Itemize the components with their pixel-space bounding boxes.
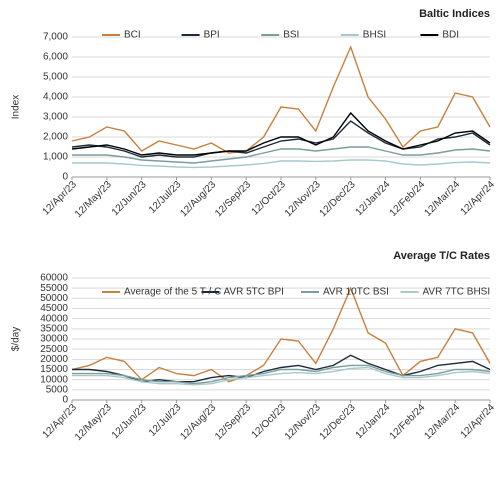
series-line [71, 120, 491, 158]
y-tick-label: 20000 [40, 354, 68, 365]
x-tick-label: 12/Nov/23 [283, 179, 323, 219]
legend-label: BCI [124, 30, 141, 41]
x-tick-label: 12/Mar/24 [423, 402, 463, 442]
series-line [72, 364, 491, 385]
y-tick-label: 25000 [40, 344, 68, 355]
legend-label: AVR 10TC BSI [323, 287, 389, 298]
x-tick-label: 12/Feb/24 [388, 402, 428, 442]
legend-label: BDI [442, 30, 459, 41]
y-tick-label: 5000 [46, 384, 69, 395]
x-tick-label: 12/Jun/23 [110, 179, 149, 218]
x-tick-label: 12/Mar/24 [423, 179, 463, 219]
legend-label: BSI [283, 30, 299, 41]
x-tick-label: 12/Nov/23 [283, 402, 323, 442]
y-tick-label: 30000 [40, 334, 68, 345]
y-tick-label: 1,000 [43, 152, 68, 163]
chart-title: Baltic Indices [419, 8, 490, 20]
x-tick-label: 12/Jun/23 [110, 402, 149, 441]
series-line [72, 146, 491, 164]
x-tick-label: 12/Apr/24 [459, 402, 498, 441]
y-tick-label: 2,000 [43, 132, 68, 143]
x-tick-label: 12/Dec/23 [318, 402, 358, 442]
y-tick-label: 7,000 [43, 32, 68, 43]
legend-label: BPI [204, 30, 220, 41]
x-tick-label: 12/Sep/23 [213, 179, 253, 219]
y-tick-label: 15000 [40, 364, 68, 375]
series-line [71, 45, 491, 154]
y-tick-label: 45000 [40, 303, 68, 314]
x-tick-label: 12/Aug/23 [178, 179, 218, 219]
series-line [72, 366, 491, 386]
x-tick-label: 12/Sep/23 [213, 402, 253, 442]
x-tick-label: 12/Dec/23 [318, 179, 358, 219]
legend-label: BHSI [363, 30, 386, 41]
y-tick-label: 0 [62, 172, 68, 183]
legend-label: AVR 7TC BHSI [423, 287, 491, 298]
series-line [72, 159, 491, 169]
y-tick-label: 10000 [40, 374, 68, 385]
x-tick-label: 12/Jan/24 [354, 402, 393, 441]
y-tick-label: 4,000 [43, 92, 68, 103]
legend-label: Average of the 5 T / C [124, 287, 221, 298]
x-tick-label: 12/Jan/24 [354, 179, 393, 218]
x-tick-label: 12/Feb/24 [388, 179, 428, 219]
chart-title: Average T/C Rates [393, 250, 490, 262]
y-tick-label: 6,000 [43, 52, 68, 63]
y-tick-label: 5,000 [43, 72, 68, 83]
y-tick-label: 55000 [40, 283, 68, 294]
x-tick-label: 12/Aug/23 [178, 402, 218, 442]
y-tick-label: 3,000 [43, 112, 68, 123]
x-tick-label: 12/May/23 [73, 402, 114, 443]
y-tick-label: 0 [62, 395, 68, 406]
series-line [71, 111, 491, 156]
y-tick-label: 40000 [40, 313, 68, 324]
x-tick-label: 12/Apr/24 [459, 179, 498, 218]
y-axis-label: Index [11, 95, 22, 119]
y-axis-label: $/day [11, 327, 22, 351]
y-tick-label: 35000 [40, 323, 68, 334]
x-tick-label: 12/May/23 [73, 179, 114, 220]
y-tick-label: 60000 [40, 273, 68, 284]
legend-label: AVR 5TC BPI [224, 287, 284, 298]
y-tick-label: 50000 [40, 293, 68, 304]
